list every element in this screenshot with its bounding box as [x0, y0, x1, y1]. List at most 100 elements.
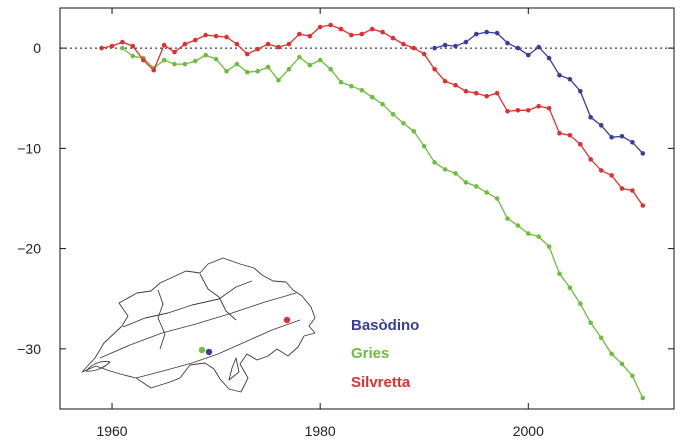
silvretta-data-point — [172, 49, 177, 55]
silvretta-data-point — [557, 131, 562, 136]
silvretta-data-point — [536, 103, 541, 109]
gries-data-point — [234, 61, 240, 67]
silvretta-data-point — [588, 157, 593, 162]
gries-data-point — [338, 79, 344, 85]
silvretta-data-point — [120, 39, 125, 45]
gries-data-point — [421, 144, 427, 149]
basodino-data-point — [494, 30, 500, 36]
silvretta-data-point — [526, 108, 531, 113]
gries-data-point — [390, 112, 396, 117]
silvretta-data-point — [598, 168, 604, 173]
gries-data-point — [546, 244, 552, 249]
basodino-data-point — [536, 44, 541, 50]
gries-data-point — [578, 301, 583, 307]
gries-data-point — [120, 45, 125, 51]
gries-data-point — [182, 61, 188, 67]
gries-data-point — [640, 395, 646, 401]
map-lake — [85, 361, 111, 372]
silvretta-data-point — [213, 33, 219, 39]
silvretta-location-marker — [283, 316, 291, 324]
silvretta-data-point — [494, 90, 500, 96]
silvretta-data-point — [421, 51, 427, 57]
gries-location-marker — [198, 346, 206, 354]
map-river — [157, 289, 166, 350]
gries-data-point — [255, 68, 260, 74]
basodino-data-point — [463, 39, 469, 45]
series-layer — [99, 22, 646, 401]
switzerland-map-inset — [81, 257, 316, 393]
y-tick-label: −20 — [17, 241, 41, 257]
gries-data-point — [557, 271, 562, 277]
silvretta-data-point — [484, 93, 490, 99]
gries-data-point — [276, 77, 281, 83]
silvretta-data-point — [442, 78, 448, 84]
silvretta-data-point — [109, 43, 115, 49]
gries-data-point — [349, 83, 354, 89]
silvretta-data-point — [234, 41, 240, 47]
silvretta-data-point — [567, 133, 573, 138]
y-tick-label: −10 — [17, 140, 41, 156]
silvretta-series-line — [101, 24, 644, 206]
silvretta-data-point — [505, 109, 510, 114]
gries-data-point — [380, 101, 385, 107]
silvretta-data-point — [349, 32, 354, 38]
silvretta-data-point — [619, 186, 625, 191]
gries-data-point — [536, 234, 541, 239]
basodino-data-point — [474, 31, 479, 37]
basodino-data-point — [598, 123, 604, 128]
gries-data-point — [630, 373, 635, 379]
legend-label-basodino: Basòdino — [351, 317, 419, 334]
gries-data-point — [401, 121, 406, 126]
gries-data-point — [567, 285, 573, 291]
silvretta-data-point — [297, 31, 302, 37]
silvretta-data-point — [328, 22, 333, 28]
basodino-data-point — [588, 115, 593, 120]
y-tick-label: −30 — [17, 341, 41, 357]
map-lake — [228, 357, 240, 381]
basodino-data-point — [630, 140, 635, 145]
x-tick-label: 1980 — [305, 423, 336, 439]
gries-data-point — [130, 53, 136, 59]
basodino-data-point — [546, 55, 552, 61]
silvretta-data-point — [369, 26, 375, 32]
silvretta-data-point — [141, 57, 146, 63]
basodino-data-point — [567, 76, 573, 82]
gries-data-point — [474, 184, 479, 189]
gries-data-point — [494, 196, 500, 201]
gries-data-point — [172, 61, 177, 67]
silvretta-data-point — [193, 37, 198, 43]
silvretta-data-point — [286, 41, 292, 47]
map-river — [99, 292, 297, 359]
silvretta-data-point — [151, 67, 156, 73]
x-tick-label: 1960 — [96, 423, 127, 439]
silvretta-data-point — [182, 41, 188, 47]
basodino-data-point — [442, 42, 448, 48]
map-border — [81, 257, 316, 393]
basodino-data-point — [453, 43, 458, 49]
basodino-data-point — [578, 88, 583, 94]
basodino-data-point — [484, 29, 490, 35]
silvretta-data-point — [578, 142, 583, 147]
gries-data-point — [453, 171, 458, 176]
gries-data-point — [213, 56, 219, 62]
gries-data-point — [432, 160, 437, 165]
basodino-data-point — [640, 151, 646, 156]
gries-data-point — [193, 58, 198, 64]
gries-data-point — [317, 57, 323, 63]
gries-data-point — [297, 54, 302, 60]
map-river — [122, 280, 253, 328]
silvretta-data-point — [640, 203, 646, 208]
legend-label-silvretta: Silvretta — [351, 374, 411, 391]
basodino-data-point — [619, 134, 625, 139]
legend-label-gries: Gries — [351, 345, 389, 362]
gries-data-point — [307, 62, 313, 68]
gries-data-point — [484, 190, 490, 195]
gries-data-point — [609, 351, 614, 357]
basodino-location-marker — [205, 348, 213, 356]
gries-data-point — [369, 94, 375, 100]
gries-data-point — [265, 64, 271, 70]
silvretta-data-point — [203, 32, 208, 38]
silvretta-data-point — [338, 26, 344, 32]
gries-data-point — [598, 335, 604, 341]
